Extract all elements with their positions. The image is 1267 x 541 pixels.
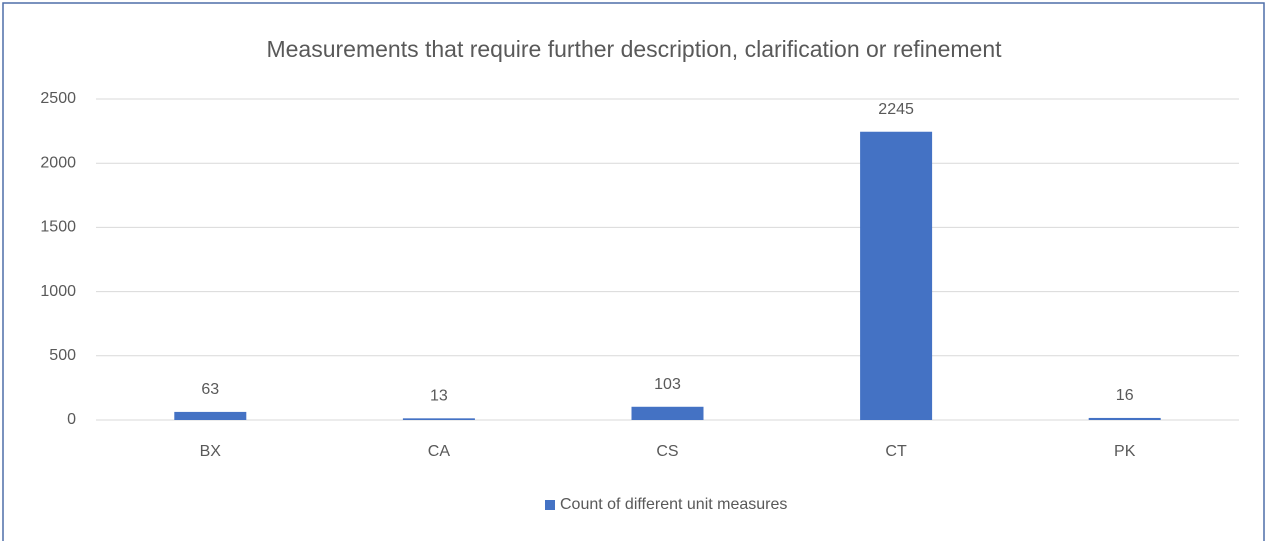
data-label: 103: [654, 376, 681, 393]
data-label: 13: [430, 388, 448, 405]
bar: [631, 406, 704, 420]
data-label: 16: [1116, 387, 1134, 404]
bar: [174, 411, 247, 420]
data-label: 63: [201, 381, 219, 398]
y-tick-label: 500: [49, 347, 76, 364]
x-tick-label: CA: [428, 443, 451, 460]
y-tick-label: 2500: [40, 90, 76, 107]
y-tick-label: 1000: [40, 283, 76, 300]
legend-swatch: [545, 500, 555, 510]
x-tick-label: BX: [200, 443, 222, 460]
x-tick-label: CT: [885, 443, 907, 460]
y-tick-label: 1500: [40, 219, 76, 236]
y-tick-label: 2000: [40, 154, 76, 171]
chart-title: Measurements that require further descri…: [266, 36, 1002, 62]
legend-label: Count of different unit measures: [560, 496, 787, 513]
x-tick-label: CS: [656, 443, 678, 460]
x-tick-label: PK: [1114, 443, 1136, 460]
y-tick-label: 0: [67, 411, 76, 428]
bar: [1088, 417, 1161, 420]
data-label: 2245: [878, 101, 914, 118]
bar: [402, 418, 475, 420]
bar: [860, 131, 933, 420]
